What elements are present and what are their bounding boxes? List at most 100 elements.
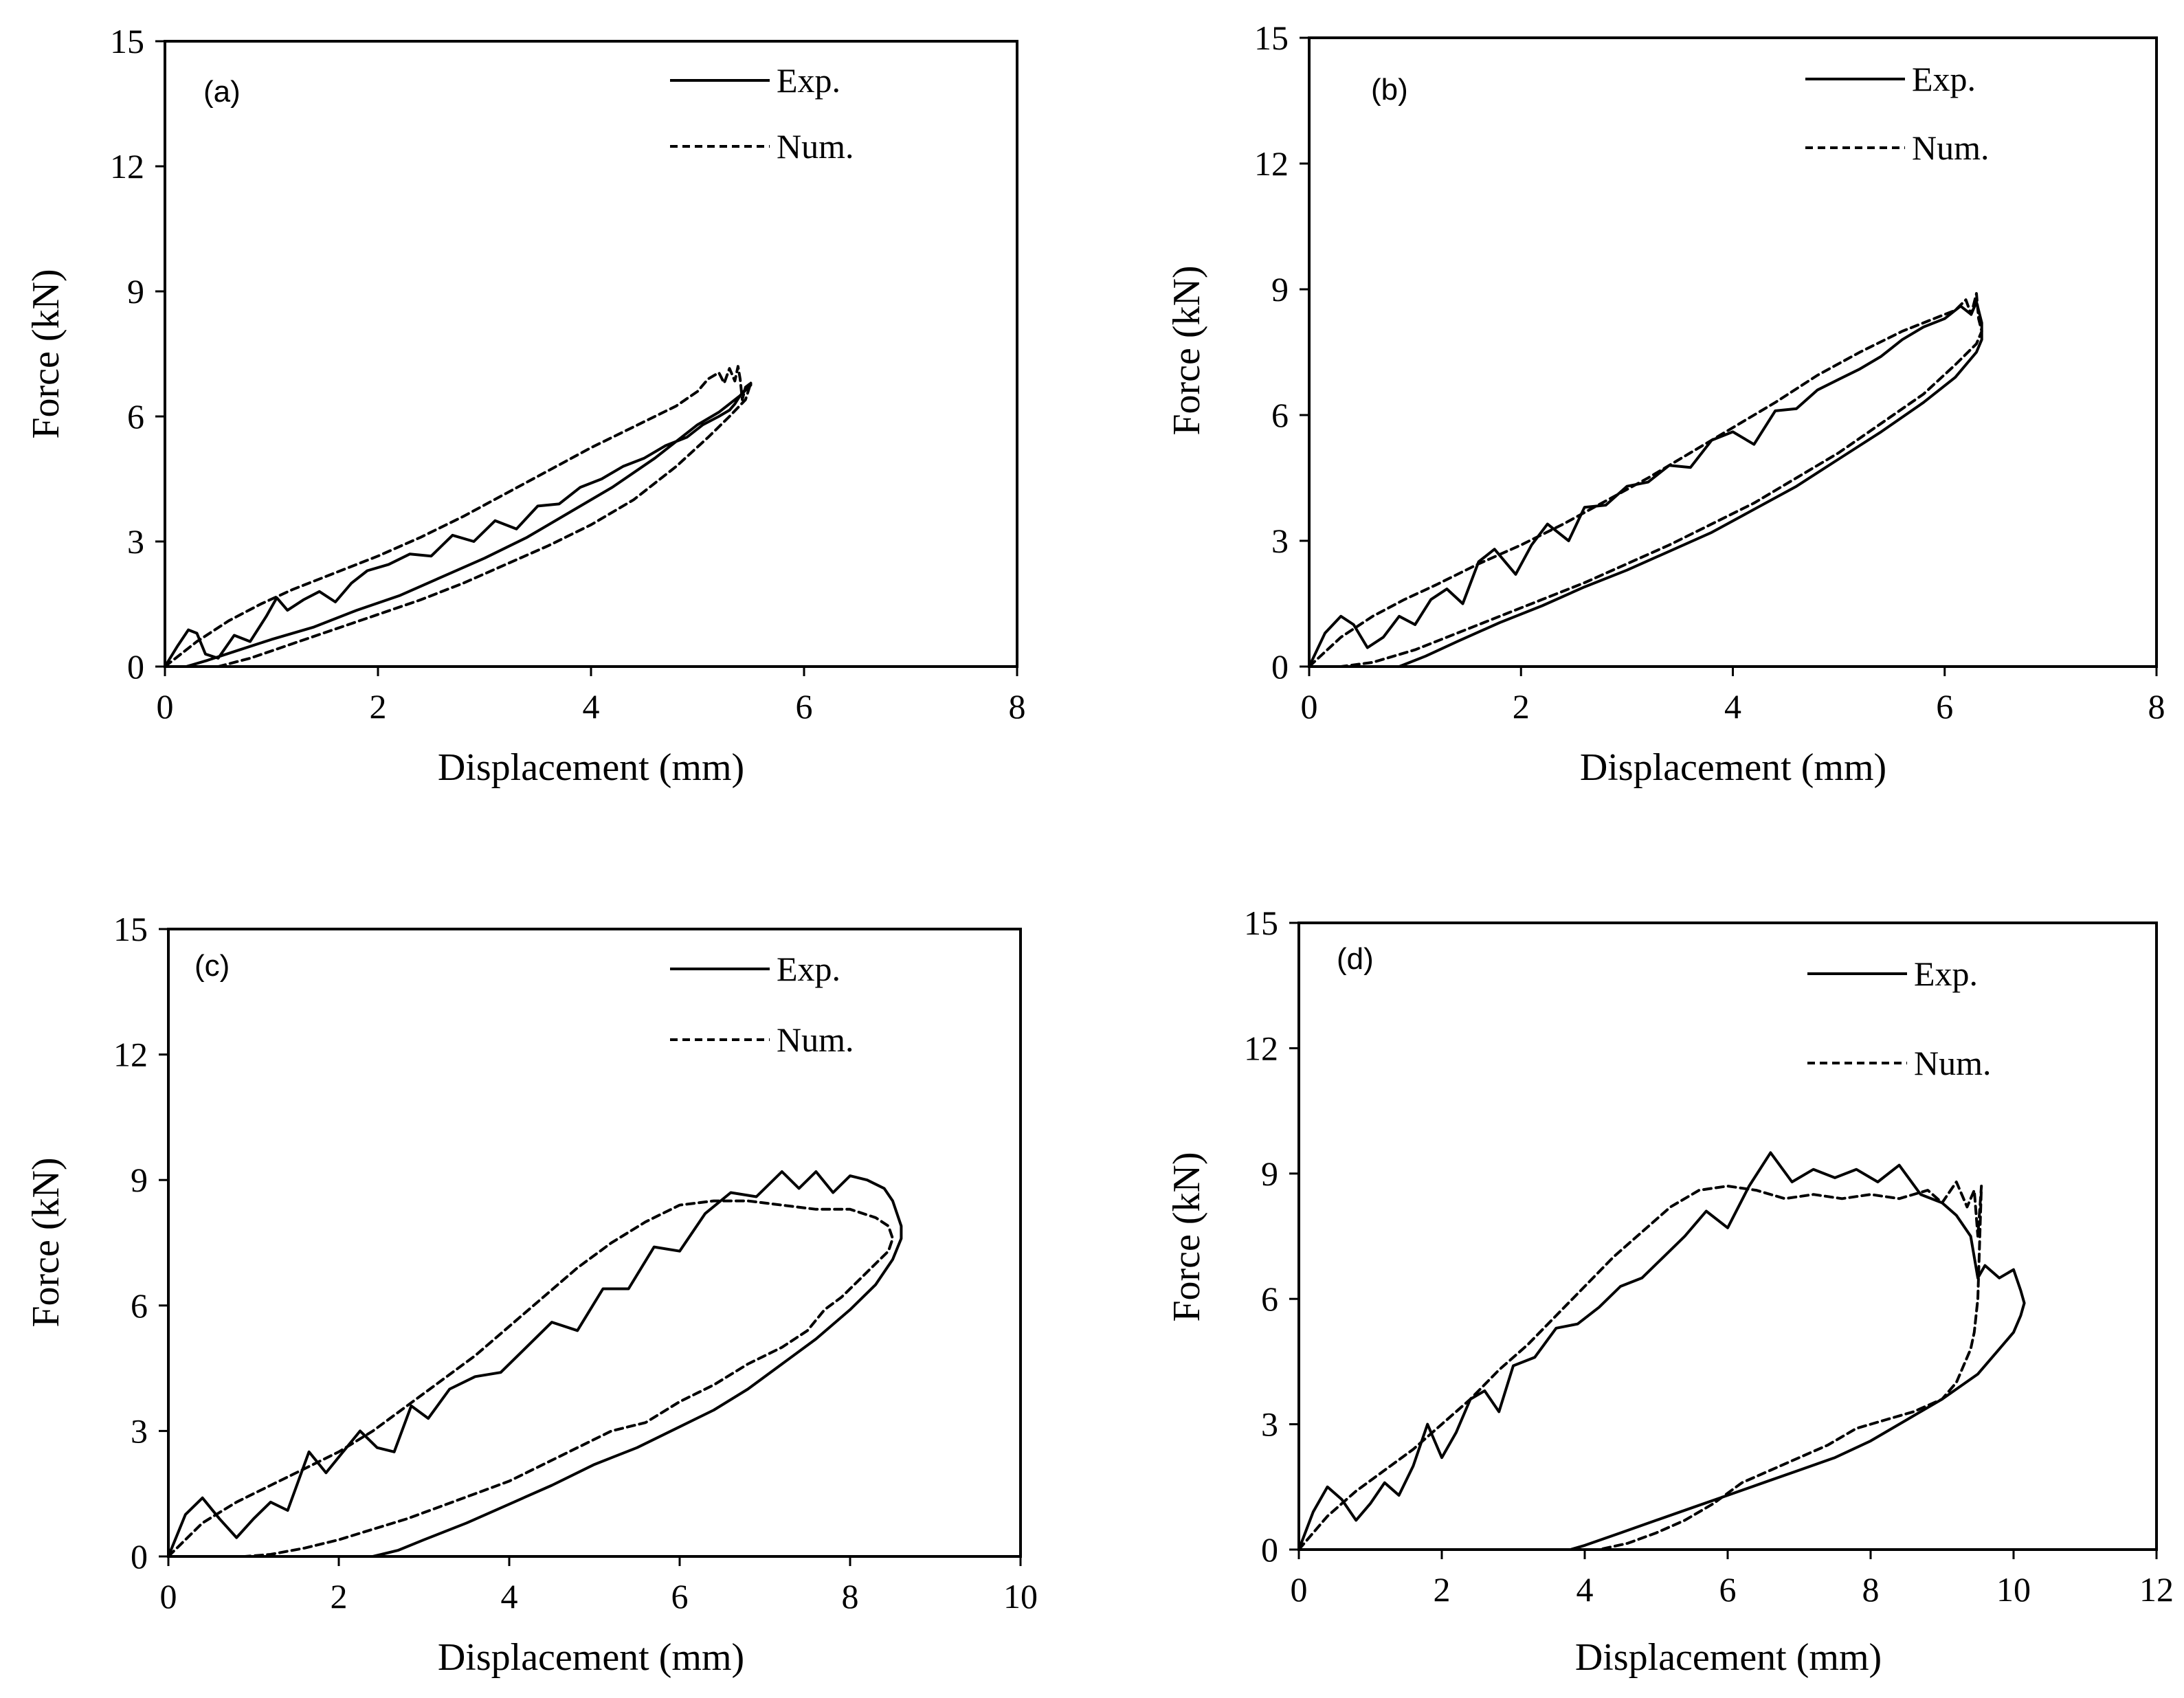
series-line-num <box>1297 1181 1983 1551</box>
x-tick-label: 6 <box>796 687 813 726</box>
panel-label: (a) <box>203 75 241 109</box>
series-line-num <box>1308 292 1983 668</box>
y-tick-label: 6 <box>1261 1280 1278 1318</box>
x-tick-label: 6 <box>1936 687 1953 726</box>
x-tick-label: 4 <box>501 1577 518 1616</box>
x-tick-labels: 0 2 4 6 8 10 12 <box>1291 1550 2174 1609</box>
y-tick-labels: 0 3 6 9 12 15 <box>1244 904 1299 1569</box>
y-tick-label: 9 <box>1271 270 1289 309</box>
y-tick-label: 3 <box>131 1411 148 1450</box>
y-tick-label: 0 <box>131 1537 148 1576</box>
y-tick-label: 9 <box>1261 1154 1278 1193</box>
x-tick-label: 10 <box>1996 1570 2031 1609</box>
panel-label: (b) <box>1371 73 1408 107</box>
x-tick-label: 4 <box>583 687 600 726</box>
x-tick-label: 10 <box>1003 1577 1038 1616</box>
plot-frame <box>1308 36 2158 668</box>
x-tick-label: 4 <box>1724 687 1741 726</box>
chart-panel-a: (a) 0 2 4 6 8 0 3 6 9 12 15 Displacement (mm) For… <box>25 22 1026 789</box>
series-line-exp <box>167 1170 903 1558</box>
legend-label-exp: Exp. <box>1914 954 1978 993</box>
x-axis-title: Displacement (mm) <box>1575 1636 1882 1679</box>
y-tick-label: 0 <box>1271 647 1289 686</box>
y-tick-label: 15 <box>1244 904 1278 942</box>
x-tick-labels: 0 2 4 6 8 <box>157 667 1026 726</box>
panel-label: (c) <box>194 949 230 983</box>
series-line-num <box>164 365 753 668</box>
y-tick-label: 15 <box>110 22 144 60</box>
y-axis-title: Force (kN) <box>1166 265 1208 435</box>
x-tick-label: 6 <box>671 1577 689 1616</box>
plot-frame <box>167 928 1022 1558</box>
x-tick-label: 8 <box>2148 687 2165 726</box>
legend-label-num: Num. <box>777 1020 854 1059</box>
legend: Exp. Num. <box>670 61 854 166</box>
legend-label-num: Num. <box>1914 1044 1992 1082</box>
chart-panel-d: (d) 0 2 4 6 8 10 12 0 3 6 9 12 15 Displacement (mm)… <box>1166 904 2174 1679</box>
x-tick-label: 2 <box>1513 687 1530 726</box>
x-tick-label: 0 <box>1301 687 1318 726</box>
series-layer <box>1308 292 1983 668</box>
y-axis-title: Force (kN) <box>25 1157 67 1327</box>
x-axis-title: Displacement (mm) <box>438 746 744 789</box>
y-tick-label: 3 <box>1271 522 1289 560</box>
legend: Exp. Num. <box>1807 954 1992 1082</box>
legend-label-num: Num. <box>777 127 854 166</box>
panel-label: (d) <box>1337 942 1374 976</box>
y-tick-label: 12 <box>1254 144 1289 183</box>
legend-label-exp: Exp. <box>1912 60 1976 98</box>
y-tick-label: 12 <box>1244 1029 1278 1067</box>
x-tick-label: 8 <box>842 1577 859 1616</box>
y-tick-label: 9 <box>127 272 144 311</box>
series-line-num <box>167 1199 894 1558</box>
chart-panel-c: (c) 0 2 4 6 8 10 0 3 6 9 12 15 Displacement (mm) F… <box>25 910 1038 1679</box>
legend-label-exp: Exp. <box>777 61 840 100</box>
series-line-exp <box>1308 300 1983 668</box>
y-axis-title: Force (kN) <box>1166 1152 1208 1321</box>
y-tick-label: 15 <box>113 910 148 948</box>
x-axis-title: Displacement (mm) <box>1580 746 1886 789</box>
y-tick-label: 12 <box>113 1036 148 1074</box>
x-tick-label: 2 <box>1434 1570 1451 1609</box>
series-line-exp <box>1297 1151 2026 1551</box>
x-tick-label: 6 <box>1719 1570 1737 1609</box>
x-tick-label: 0 <box>1291 1570 1308 1609</box>
legend: Exp. Num. <box>670 950 854 1059</box>
plot-frame <box>164 40 1018 668</box>
series-line-exp <box>164 381 753 668</box>
y-tick-label: 3 <box>127 522 144 561</box>
series-layer <box>167 1170 903 1558</box>
x-axis-title: Displacement (mm) <box>438 1636 744 1679</box>
x-tick-label: 0 <box>160 1577 177 1616</box>
legend: Exp. Num. <box>1805 60 1990 167</box>
y-tick-labels: 0 3 6 9 12 15 <box>1254 19 1309 686</box>
x-tick-label: 8 <box>1009 687 1026 726</box>
x-tick-label: 4 <box>1576 1570 1594 1609</box>
y-tick-label: 12 <box>110 147 144 186</box>
x-tick-labels: 0 2 4 6 8 10 <box>160 1556 1038 1616</box>
y-tick-label: 6 <box>127 397 144 436</box>
plot-frame <box>1297 921 2158 1551</box>
y-tick-label: 6 <box>131 1286 148 1325</box>
y-tick-label: 6 <box>1271 396 1289 434</box>
chart-panel-b: (b) 0 2 4 6 8 0 3 6 9 12 15 Displacement (mm) For… <box>1166 19 2165 789</box>
x-tick-label: 2 <box>370 687 387 726</box>
y-tick-labels: 0 3 6 9 12 15 <box>113 910 168 1576</box>
x-tick-label: 8 <box>1862 1570 1880 1609</box>
y-tick-labels: 0 3 6 9 12 15 <box>110 22 165 686</box>
legend-label-num: Num. <box>1912 129 1990 167</box>
x-tick-label: 12 <box>2139 1570 2174 1609</box>
y-tick-label: 9 <box>131 1161 148 1199</box>
series-layer <box>164 365 753 668</box>
legend-label-exp: Exp. <box>777 950 840 988</box>
x-tick-labels: 0 2 4 6 8 <box>1301 667 2165 726</box>
series-layer <box>1297 1151 2026 1551</box>
x-tick-label: 0 <box>157 687 174 726</box>
y-axis-title: Force (kN) <box>25 269 67 438</box>
y-tick-label: 15 <box>1254 19 1289 57</box>
y-tick-label: 0 <box>1261 1530 1278 1569</box>
y-tick-label: 0 <box>127 647 144 686</box>
y-tick-label: 3 <box>1261 1405 1278 1444</box>
x-tick-label: 2 <box>331 1577 348 1616</box>
